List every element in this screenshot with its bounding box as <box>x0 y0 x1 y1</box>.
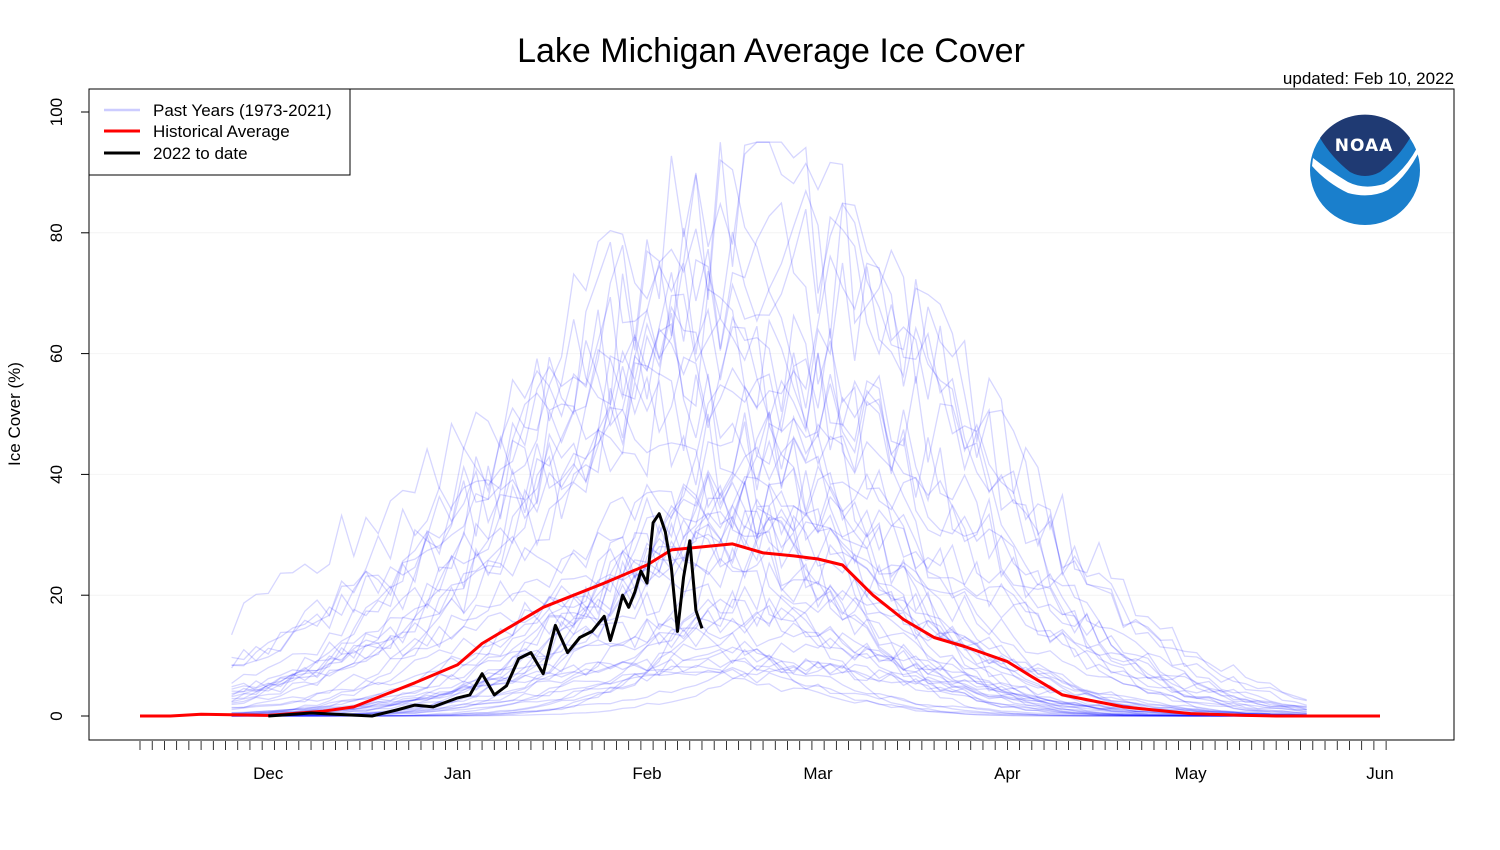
past-year-line <box>231 373 1307 717</box>
past-year-line <box>231 658 1307 717</box>
past-year-line <box>231 356 1307 713</box>
x-tick-label: Apr <box>994 764 1021 783</box>
past-year-line <box>231 155 1307 717</box>
past-year-line <box>231 594 1307 717</box>
past-year-line <box>231 307 1307 715</box>
past-year-line <box>231 141 1307 709</box>
past-year-line <box>231 262 1307 717</box>
y-axis: 0 20 40 60 80 100 <box>47 98 89 721</box>
legend-label-2022: 2022 to date <box>153 144 248 163</box>
legend-label-historical-average: Historical Average <box>153 122 290 141</box>
past-year-line <box>231 653 1307 717</box>
past-year-line <box>231 472 1307 717</box>
past-years-lines <box>230 141 1307 717</box>
x-tick-label: Jan <box>444 764 471 783</box>
past-year-line <box>231 607 1307 717</box>
past-year-line <box>231 648 1307 717</box>
past-year-line <box>231 288 1307 717</box>
historical-average-line <box>140 542 1380 718</box>
past-year-line <box>231 188 1307 708</box>
past-year-line <box>231 483 1307 717</box>
y-tick-label: 100 <box>47 98 66 126</box>
past-year-line <box>231 473 1307 716</box>
past-year-line <box>231 406 1307 717</box>
past-year-line <box>231 470 1307 717</box>
past-year-line <box>231 591 1307 717</box>
past-year-line <box>231 556 1307 717</box>
past-year-line <box>231 326 1307 711</box>
noaa-logo: NOAA <box>1310 114 1420 225</box>
x-tick-label: May <box>1175 764 1208 783</box>
past-year-line <box>231 249 1307 717</box>
past-year-line <box>231 660 1307 717</box>
legend: Past Years (1973-2021) Historical Averag… <box>88 88 351 176</box>
past-year-line <box>231 437 1307 717</box>
y-tick-label: 80 <box>47 223 66 242</box>
y-axis-label: Ice Cover (%) <box>5 362 24 466</box>
past-year-line <box>231 516 1307 717</box>
past-year-line <box>231 572 1307 717</box>
x-tick-label: Feb <box>632 764 661 783</box>
past-year-line <box>231 467 1307 717</box>
past-year-line <box>230 296 1307 717</box>
past-year-line <box>231 637 1307 717</box>
past-year-line <box>231 379 1307 717</box>
chart-title: Lake Michigan Average Ice Cover <box>517 32 1025 70</box>
y-tick-label: 40 <box>47 465 66 484</box>
series-lines <box>140 512 1380 718</box>
updated-date-text: updated: Feb 10, 2022 <box>1283 69 1454 88</box>
past-year-line <box>231 618 1307 717</box>
x-tick-label: Dec <box>253 764 284 783</box>
plot-frame <box>88 88 1455 741</box>
past-year-line <box>231 201 1307 717</box>
past-year-line <box>231 617 1307 717</box>
past-year-line <box>231 305 1307 716</box>
past-year-line <box>231 141 1307 701</box>
past-year-line <box>231 658 1307 717</box>
y-tick-label: 20 <box>47 586 66 605</box>
x-axis: Dec Jan Feb Mar Apr May Jun <box>139 741 1394 783</box>
noaa-logo-bird <box>1312 148 1418 196</box>
past-year-line <box>231 400 1307 715</box>
noaa-logo-top <box>1320 114 1410 176</box>
gridlines <box>89 232 1454 596</box>
past-year-line <box>231 471 1307 714</box>
past-year-line <box>231 523 1307 717</box>
past-year-line <box>231 510 1307 717</box>
past-year-line <box>231 505 1307 717</box>
x-tick-label: Jun <box>1366 764 1393 783</box>
past-year-line <box>231 587 1307 716</box>
past-year-line <box>231 352 1307 717</box>
current-year-line <box>268 512 704 718</box>
y-tick-label: 0 <box>47 711 66 720</box>
past-year-line <box>231 209 1307 702</box>
legend-label-past-years: Past Years (1973-2021) <box>153 101 332 120</box>
noaa-logo-text: NOAA <box>1335 136 1394 156</box>
y-tick-label: 60 <box>47 344 66 363</box>
x-tick-label: Mar <box>803 764 833 783</box>
